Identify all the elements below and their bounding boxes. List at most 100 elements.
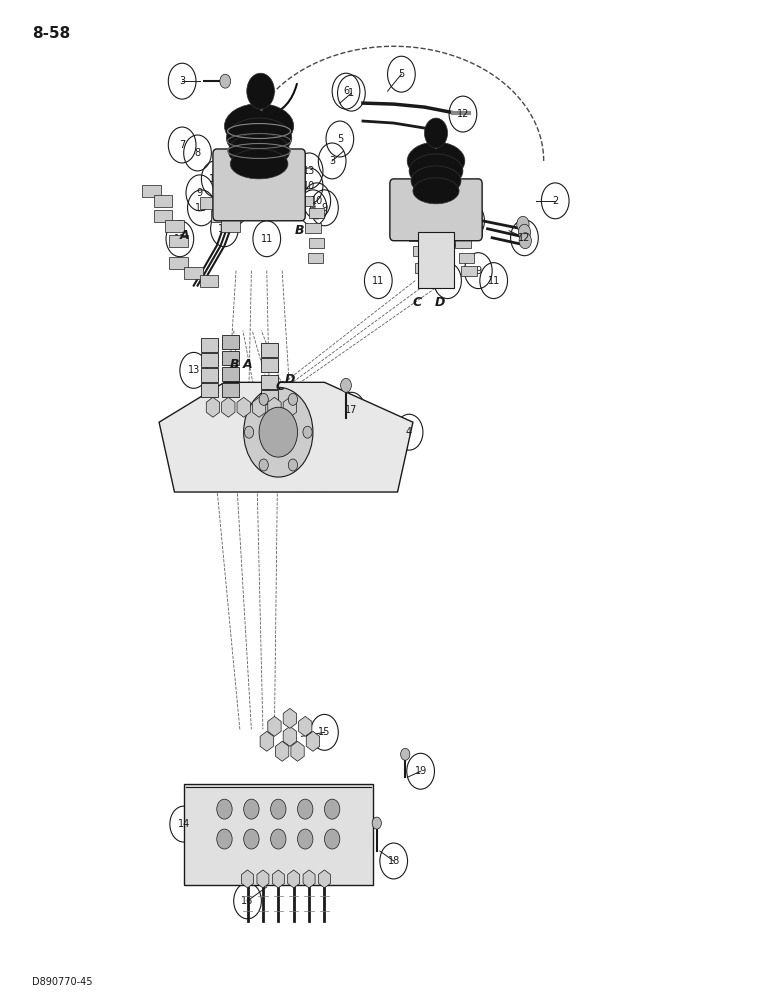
- Bar: [222, 351, 239, 365]
- Text: 9: 9: [231, 203, 237, 213]
- Bar: [415, 263, 431, 273]
- Text: 4: 4: [406, 427, 412, 437]
- Bar: [185, 267, 203, 279]
- Bar: [462, 266, 477, 276]
- Circle shape: [220, 74, 231, 88]
- Bar: [222, 220, 240, 232]
- Bar: [222, 383, 239, 397]
- Text: 13: 13: [303, 166, 315, 176]
- Text: 9: 9: [321, 203, 327, 213]
- Text: 5: 5: [337, 134, 343, 144]
- Bar: [307, 253, 323, 263]
- Circle shape: [271, 799, 286, 819]
- Text: 11: 11: [261, 234, 273, 244]
- Text: 10: 10: [209, 174, 222, 184]
- Bar: [154, 195, 172, 207]
- Circle shape: [303, 426, 312, 438]
- Text: C: C: [412, 296, 422, 309]
- Circle shape: [519, 233, 531, 249]
- Circle shape: [244, 387, 313, 477]
- Text: 13: 13: [195, 203, 208, 213]
- Text: 11: 11: [442, 276, 454, 286]
- Ellipse shape: [230, 149, 288, 179]
- Text: B: B: [230, 358, 239, 371]
- Bar: [222, 335, 239, 349]
- Circle shape: [297, 799, 313, 819]
- Bar: [154, 210, 172, 222]
- Circle shape: [288, 393, 297, 405]
- Text: 10: 10: [465, 216, 477, 226]
- Circle shape: [217, 829, 232, 849]
- Text: C: C: [276, 380, 284, 393]
- Text: 17: 17: [345, 405, 357, 415]
- Ellipse shape: [413, 178, 459, 204]
- Circle shape: [244, 829, 259, 849]
- Text: 14: 14: [178, 819, 190, 829]
- Text: 10: 10: [310, 196, 323, 206]
- Text: 10: 10: [303, 181, 315, 191]
- Text: 12: 12: [518, 233, 530, 243]
- Bar: [142, 185, 161, 197]
- Text: 9: 9: [310, 203, 316, 213]
- Text: D890770-45: D890770-45: [32, 977, 93, 987]
- Circle shape: [425, 118, 448, 148]
- Text: 16: 16: [242, 896, 254, 906]
- Text: D: D: [285, 373, 295, 386]
- Circle shape: [247, 73, 275, 109]
- Text: 9: 9: [433, 251, 439, 261]
- Circle shape: [259, 459, 269, 471]
- Bar: [201, 353, 218, 367]
- FancyBboxPatch shape: [184, 784, 373, 885]
- Bar: [261, 343, 278, 357]
- Text: 19: 19: [415, 766, 427, 776]
- Text: 2: 2: [552, 196, 558, 206]
- Circle shape: [324, 799, 340, 819]
- Circle shape: [259, 407, 297, 457]
- Text: 10: 10: [438, 231, 450, 241]
- Ellipse shape: [409, 154, 463, 188]
- Text: 15: 15: [318, 727, 330, 737]
- Bar: [261, 358, 278, 372]
- Text: 11: 11: [174, 234, 186, 244]
- Bar: [409, 231, 425, 241]
- Bar: [309, 238, 324, 248]
- Bar: [200, 275, 218, 287]
- Text: 13: 13: [188, 365, 200, 375]
- Ellipse shape: [411, 166, 461, 196]
- Text: 12: 12: [457, 109, 469, 119]
- FancyBboxPatch shape: [418, 232, 455, 288]
- Text: 3: 3: [329, 156, 335, 166]
- Text: 8: 8: [195, 148, 201, 158]
- Text: 3: 3: [179, 76, 185, 86]
- Bar: [455, 238, 471, 248]
- Bar: [297, 196, 313, 206]
- Ellipse shape: [229, 134, 290, 168]
- Text: 10: 10: [242, 184, 254, 194]
- Ellipse shape: [226, 118, 292, 158]
- FancyBboxPatch shape: [390, 179, 482, 241]
- Text: 11: 11: [372, 276, 384, 286]
- Ellipse shape: [407, 142, 465, 180]
- Circle shape: [324, 829, 340, 849]
- Text: 9: 9: [476, 266, 482, 276]
- Circle shape: [516, 216, 529, 232]
- Bar: [201, 368, 218, 382]
- Bar: [169, 235, 188, 247]
- Text: A: A: [242, 358, 252, 371]
- Circle shape: [288, 459, 297, 471]
- Bar: [459, 253, 475, 263]
- Ellipse shape: [225, 104, 293, 148]
- Circle shape: [297, 829, 313, 849]
- Circle shape: [244, 799, 259, 819]
- Bar: [305, 223, 320, 233]
- Circle shape: [518, 224, 530, 240]
- Bar: [201, 338, 218, 352]
- Text: 8-58: 8-58: [32, 26, 70, 41]
- Text: 1: 1: [348, 88, 354, 98]
- Text: 10: 10: [218, 224, 231, 234]
- Circle shape: [340, 378, 351, 392]
- Bar: [169, 257, 188, 269]
- Bar: [200, 197, 218, 209]
- Bar: [165, 220, 184, 232]
- Text: 9: 9: [197, 188, 203, 198]
